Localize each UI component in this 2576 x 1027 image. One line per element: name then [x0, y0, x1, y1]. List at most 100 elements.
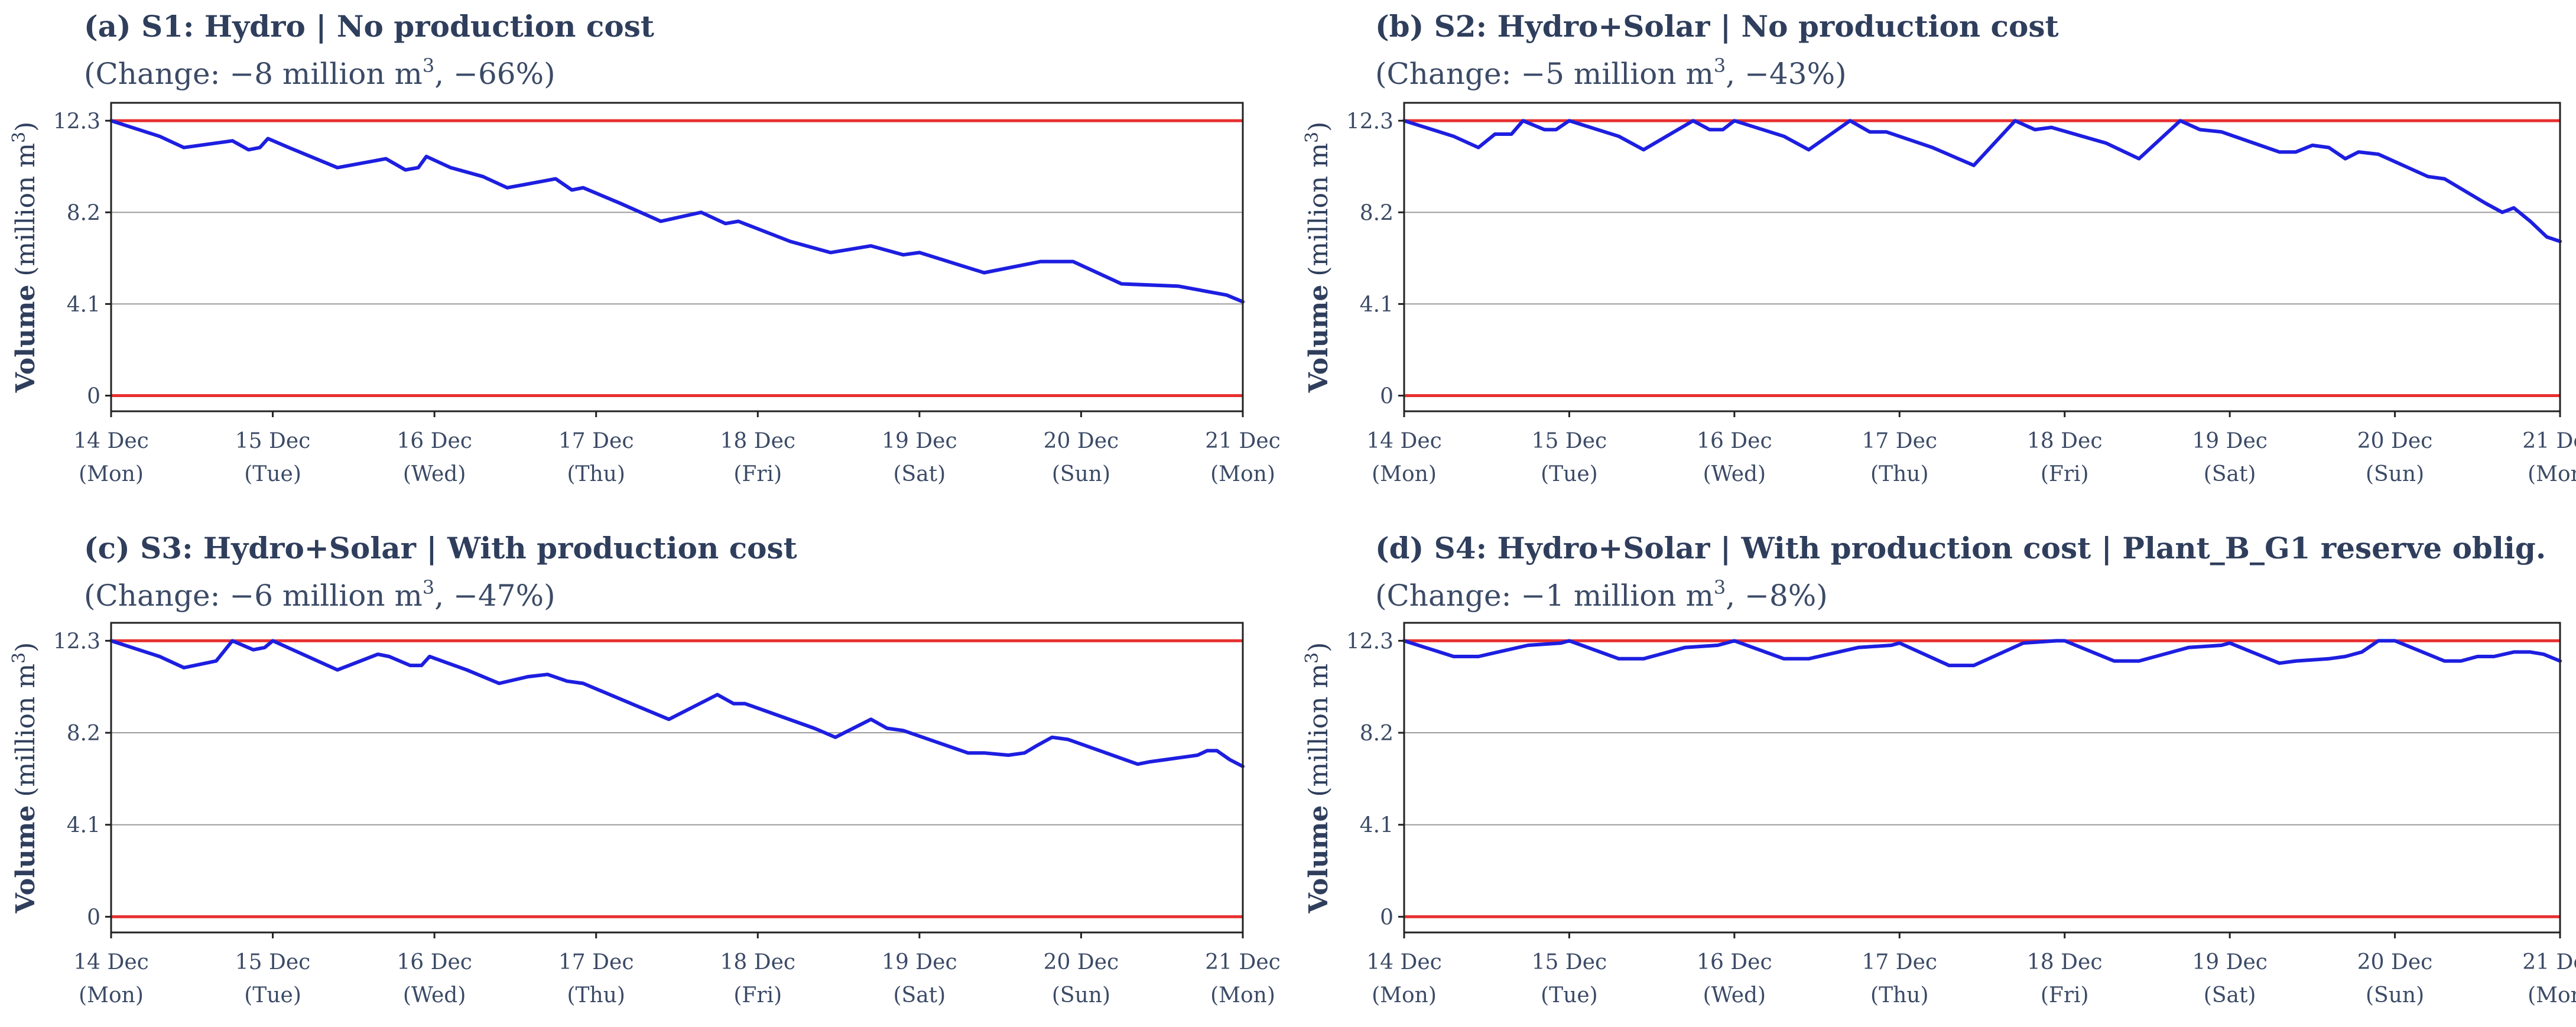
xtick-date-b-6: 20 Dec [2357, 429, 2433, 453]
xtick-day-c-6: (Sun) [1052, 983, 1110, 1008]
volume-series-line-d [1402, 639, 2562, 668]
xtick-date-a-7: 21 Dec [1205, 429, 1281, 453]
xtick-day-a-6: (Sun) [1052, 462, 1110, 486]
plot-frame-d [1403, 622, 2561, 934]
xtick-date-a-1: 15 Dec [235, 429, 311, 453]
xtick-day-b-2: (Wed) [1703, 462, 1766, 486]
xtick-date-d-0: 14 Dec [1366, 950, 1442, 974]
xtick-day-c-1: (Tue) [244, 983, 301, 1008]
chart-subtitle-a: (Change: −8 million m3, −66%) [84, 54, 556, 91]
xtick-date-a-6: 20 Dec [1044, 429, 1119, 453]
xtick-date-b-4: 18 Dec [2027, 429, 2103, 453]
xtick-day-b-7: (Mon) [2528, 462, 2576, 486]
xtick-day-c-2: (Wed) [403, 983, 466, 1008]
xtick-date-b-0: 14 Dec [1366, 429, 1442, 453]
xtick-day-d-0: (Mon) [1372, 983, 1437, 1008]
xtick-date-c-0: 14 Dec [73, 950, 149, 974]
xtick-date-c-6: 20 Dec [1044, 950, 1119, 974]
volume-series-line-c [109, 639, 1245, 768]
xtick-date-a-0: 14 Dec [73, 429, 149, 453]
ytick-label-b-3: 12.3 [1346, 109, 1393, 134]
ytick-label-c-1: 4.1 [67, 814, 100, 838]
xtick-day-d-4: (Fri) [2041, 983, 2089, 1008]
xtick-date-d-5: 19 Dec [2192, 950, 2268, 974]
xtick-day-a-7: (Mon) [1210, 462, 1275, 486]
panel-b: (b) S2: Hydro+Solar | No production cost… [1302, 9, 2576, 486]
xtick-day-b-5: (Sat) [2204, 462, 2256, 486]
chart-title-a: (a) S1: Hydro | No production cost [84, 9, 654, 44]
chart-title-c: (c) S3: Hydro+Solar | With production co… [84, 531, 797, 566]
panel-d: (d) S4: Hydro+Solar | With production co… [1302, 531, 2576, 1008]
plot-frame-c [110, 622, 1244, 934]
xtick-date-d-6: 20 Dec [2357, 950, 2433, 974]
xtick-date-a-3: 17 Dec [558, 429, 634, 453]
chart-title-b: (b) S2: Hydro+Solar | No production cost [1375, 9, 2059, 44]
chart-subtitle-c: (Change: −6 million m3, −47%) [84, 576, 556, 613]
ytick-label-b-0: 0 [1380, 385, 1393, 409]
xtick-date-b-7: 21 Dec [2522, 429, 2576, 453]
chart-subtitle-d: (Change: −1 million m3, −8%) [1375, 576, 1828, 613]
xtick-day-c-5: (Sat) [894, 983, 946, 1008]
panel-a: (a) S1: Hydro | No production cost (Chang… [9, 9, 1281, 486]
xtick-date-d-3: 17 Dec [1862, 950, 1937, 974]
y-axis-label-a: Volume (million m3) [9, 122, 41, 394]
ytick-label-c-3: 12.3 [53, 629, 100, 654]
xtick-day-d-2: (Wed) [1703, 983, 1766, 1008]
plot-frame-b [1403, 102, 2561, 412]
ytick-label-d-2: 8.2 [1360, 722, 1393, 746]
ytick-label-a-2: 8.2 [67, 201, 100, 225]
xtick-date-c-4: 18 Dec [720, 950, 795, 974]
ytick-label-a-3: 12.3 [53, 109, 100, 134]
xtick-date-b-2: 16 Dec [1697, 429, 1772, 453]
volume-series-line-a [109, 119, 1245, 304]
xtick-date-d-1: 15 Dec [1532, 950, 1607, 974]
xtick-day-d-5: (Sat) [2204, 983, 2256, 1008]
ytick-label-b-2: 8.2 [1360, 201, 1393, 225]
xtick-date-b-5: 19 Dec [2192, 429, 2268, 453]
chart-title-d: (d) S4: Hydro+Solar | With production co… [1375, 531, 2546, 566]
xtick-date-c-2: 16 Dec [397, 950, 472, 974]
xtick-day-d-1: (Tue) [1541, 983, 1598, 1008]
ytick-label-a-0: 0 [87, 385, 100, 409]
xtick-day-c-0: (Mon) [79, 983, 144, 1008]
xtick-day-c-4: (Fri) [733, 983, 782, 1008]
ytick-label-c-2: 8.2 [67, 722, 100, 746]
ytick-label-d-1: 4.1 [1360, 814, 1393, 838]
ytick-label-d-0: 0 [1380, 905, 1393, 930]
plot-frame-a [110, 102, 1244, 412]
xtick-date-d-4: 18 Dec [2027, 950, 2103, 974]
xtick-date-c-5: 19 Dec [882, 950, 957, 974]
xtick-date-a-2: 16 Dec [397, 429, 472, 453]
xtick-day-c-3: (Thu) [567, 983, 625, 1008]
ytick-label-b-1: 4.1 [1360, 292, 1393, 317]
xtick-day-b-6: (Sun) [2366, 462, 2424, 486]
xtick-date-c-1: 15 Dec [235, 950, 311, 974]
xtick-day-a-0: (Mon) [79, 462, 144, 486]
volume-series-line-b [1402, 119, 2562, 243]
xtick-day-a-4: (Fri) [733, 462, 782, 486]
y-axis-label-b: Volume (million m3) [1302, 122, 1334, 394]
xtick-date-a-5: 19 Dec [882, 429, 957, 453]
chart-subtitle-b: (Change: −5 million m3, −43%) [1375, 54, 1847, 91]
y-axis-label-c: Volume (million m3) [9, 642, 41, 914]
xtick-day-c-7: (Mon) [1210, 983, 1275, 1008]
ytick-label-a-1: 4.1 [67, 292, 100, 317]
xtick-day-b-3: (Thu) [1870, 462, 1928, 486]
xtick-day-d-6: (Sun) [2366, 983, 2424, 1008]
xtick-date-c-7: 21 Dec [1205, 950, 1281, 974]
xtick-day-a-5: (Sat) [894, 462, 946, 486]
xtick-date-d-7: 21 Dec [2522, 950, 2576, 974]
xtick-date-b-1: 15 Dec [1532, 429, 1607, 453]
xtick-day-a-1: (Tue) [244, 462, 301, 486]
xtick-date-c-3: 17 Dec [558, 950, 634, 974]
xtick-day-b-0: (Mon) [1372, 462, 1437, 486]
ytick-label-c-0: 0 [87, 905, 100, 930]
ytick-label-d-3: 12.3 [1346, 629, 1393, 654]
xtick-date-b-3: 17 Dec [1862, 429, 1937, 453]
xtick-day-a-3: (Thu) [567, 462, 625, 486]
xtick-day-d-7: (Mon) [2528, 983, 2576, 1008]
xtick-day-d-3: (Thu) [1870, 983, 1928, 1008]
xtick-date-a-4: 18 Dec [720, 429, 795, 453]
xtick-day-b-4: (Fri) [2041, 462, 2089, 486]
xtick-day-a-2: (Wed) [403, 462, 466, 486]
